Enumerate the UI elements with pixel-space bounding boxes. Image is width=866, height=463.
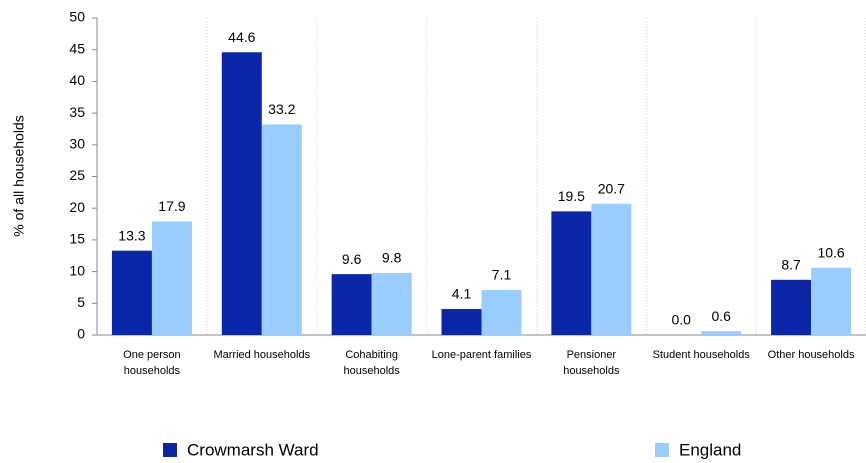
legend-label: Crowmarsh Ward [187, 440, 319, 459]
x-tick-label: Cohabiting households [343, 349, 400, 377]
y-tick-label: 25 [69, 167, 85, 183]
y-axis-label: % of all households [11, 115, 27, 236]
bar [441, 309, 482, 335]
bar [111, 250, 152, 335]
bar [481, 289, 522, 335]
bar [151, 221, 192, 335]
value-label: 7.1 [492, 267, 512, 283]
x-tick-label: Student households [652, 349, 750, 361]
legend-label: England [679, 440, 741, 459]
bar [371, 272, 412, 335]
y-tick-label: 0 [77, 326, 85, 342]
bar [261, 124, 302, 336]
value-label: 4.1 [452, 286, 472, 302]
value-label: 17.9 [158, 198, 185, 214]
y-tick-label: 15 [69, 231, 85, 247]
value-label: 9.8 [382, 250, 402, 266]
value-label: 10.6 [817, 244, 844, 260]
bar [331, 274, 372, 335]
value-label: 13.3 [118, 227, 145, 243]
x-tick-label: Lone-parent families [431, 349, 532, 361]
y-tick-label: 35 [69, 104, 85, 120]
value-label: 20.7 [598, 180, 625, 196]
bar [811, 267, 852, 335]
value-label: 44.6 [228, 29, 255, 45]
y-tick-label: 30 [69, 136, 85, 152]
value-label: 8.7 [781, 257, 801, 273]
x-tick-label: Pensioner households [563, 349, 620, 377]
x-tick-label: Other households [767, 349, 855, 361]
value-label: 19.5 [558, 188, 585, 204]
y-tick-label: 5 [77, 294, 85, 310]
value-label: 33.2 [268, 101, 295, 117]
bar [701, 331, 742, 335]
legend-swatch [163, 443, 177, 457]
y-tick-label: 50 [69, 9, 85, 25]
y-tick-label: 10 [69, 262, 85, 278]
bar [591, 203, 632, 335]
value-label: 0.0 [671, 312, 691, 328]
value-label: 9.6 [342, 251, 362, 267]
y-tick-label: 45 [69, 40, 85, 56]
legend-swatch [655, 443, 669, 457]
value-label: 0.6 [711, 308, 731, 324]
x-tick-label: Married households [213, 349, 311, 361]
x-tick-label: One person households [123, 349, 181, 377]
bar [221, 52, 262, 336]
y-tick-label: 40 [69, 72, 85, 88]
y-tick-label: 20 [69, 199, 85, 215]
bar [551, 211, 592, 335]
bar [771, 279, 812, 335]
